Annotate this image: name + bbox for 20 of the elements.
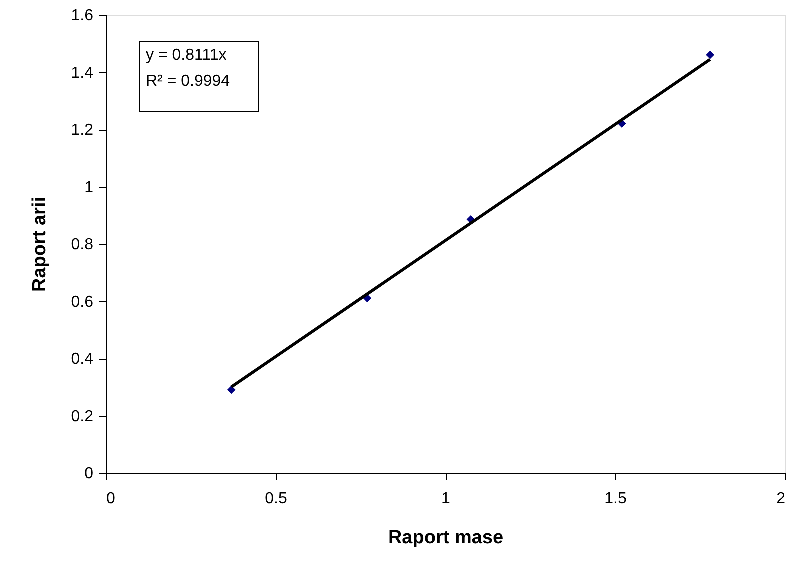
- y-tick-label: 1.2: [71, 122, 94, 139]
- annotation: y = 0.8111x: [146, 47, 227, 64]
- y-tick-label: 0.6: [71, 294, 94, 311]
- x-tick-label: 1.5: [604, 490, 627, 508]
- x-tick-label: 0: [106, 490, 116, 508]
- point: [706, 50, 714, 60]
- x-tick-label: 0.5: [265, 490, 288, 508]
- y-tick-label: 1.6: [71, 8, 94, 24]
- y-axis-title: Raport arii: [29, 196, 50, 292]
- y-tick-label: 0.4: [71, 351, 94, 368]
- y-tick-label: 0.2: [71, 408, 94, 426]
- y-tick-label: 1: [84, 179, 94, 196]
- point: [227, 386, 236, 394]
- y-tick-label: 0.8: [71, 236, 94, 254]
- x-axis-title: Raport mase: [388, 528, 504, 548]
- x-tick-label: 2: [776, 490, 786, 508]
- y-tick-label: 0: [84, 466, 94, 482]
- annotation: R² = 0.9994: [146, 73, 230, 90]
- y-tick-label: 1.4: [71, 64, 94, 82]
- x-tick-label: 1: [442, 490, 451, 508]
